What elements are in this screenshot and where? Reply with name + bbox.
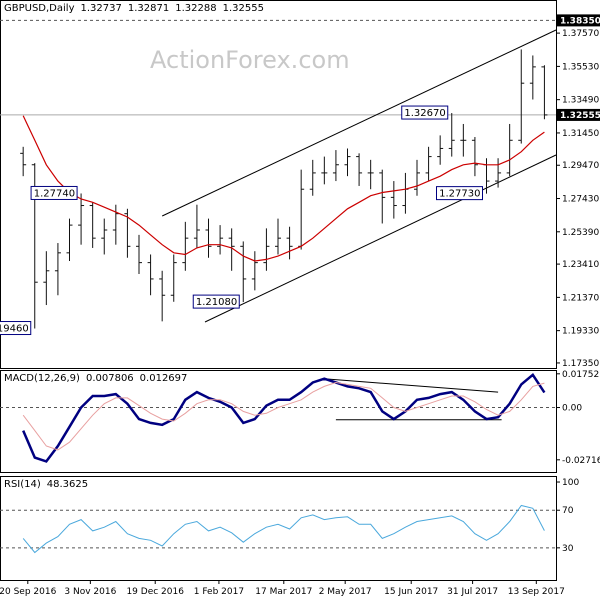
y-tick-label: 1.29470 [562,161,599,171]
trend-line [325,378,499,393]
annotation-label: 1.27740 [34,188,75,199]
x-tick-label: 19 Dec 2016 [126,587,184,597]
annotation-label: 1.21080 [196,297,237,308]
annotation-box [436,186,483,201]
price-marker-label: 1.38350 [560,16,600,26]
annotation-box [192,294,240,309]
header-value: 48.3625 [47,479,88,490]
panel-header: MACD(12,26,9) 0.007806 0.012697 [4,373,187,384]
y-tick-label: 1.17350 [562,359,599,369]
watermark: ActionForex.com [150,46,350,74]
x-tick-label: 31 Jul 2017 [447,587,498,597]
price-marker [557,14,600,27]
y-tick-label: 0.017521 [562,370,600,380]
header-value: 0.007806 [86,373,134,384]
x-tick-label: 17 Mar 2017 [255,587,312,597]
x-tick-label: 15 Jun 2017 [384,587,438,597]
annotation-label: 1.32670 [404,108,445,119]
annotation-label: 1.19460 [0,324,29,335]
rsi-line [22,504,545,554]
panel-title: GBPUSD,Daily [4,3,75,14]
macd-line [22,381,545,451]
x-tick-label: 13 Sep 2017 [508,587,565,597]
price-marker-label: 1.32555 [560,111,600,121]
y-tick-label: 1.25390 [562,228,599,238]
x-tick-label: 3 Nov 2016 [64,587,116,597]
y-tick-label: 100 [562,478,579,488]
trend-line [161,29,557,217]
y-tick-label: 1.35530 [562,62,599,72]
x-tick-label: 2 May 2017 [319,587,372,597]
header-value: 1.32871 [128,3,169,14]
annotation-label: 1.27730 [439,189,480,200]
y-tick-label: 1.37570 [562,29,599,39]
annotation-box [30,185,78,200]
header-value: 1.32555 [223,3,264,14]
annotation-box [0,321,32,336]
y-tick-label: 1.19330 [562,327,599,337]
y-tick-label: 1.31450 [562,129,599,139]
y-tick-label: 70 [562,506,574,516]
panel-frame [0,370,557,473]
trend-line [204,154,557,323]
panel-title: MACD(12,26,9) [4,373,80,384]
moving-average [22,115,545,262]
y-tick-label: 0.00 [562,404,582,414]
price-marker [557,108,600,121]
panel-header: RSI(14) 48.3625 [4,479,88,490]
panel-title: RSI(14) [4,479,41,490]
annotation-box [401,105,449,120]
header-value: 1.32737 [81,3,122,14]
panel-header: GBPUSD,Daily 1.32737 1.32871 1.32288 1.32555 [4,3,264,14]
y-tick-label: 30 [562,544,574,554]
y-tick-label: -0.027169 [562,456,600,466]
panel-frame [0,476,557,581]
x-tick-label: 20 Sep 2016 [0,587,57,597]
y-tick-label: 1.21370 [562,293,599,303]
y-tick-label: 1.27430 [562,195,599,205]
header-value: 0.012697 [140,373,188,384]
header-value: 1.32288 [175,3,216,14]
panel-frame [0,0,557,369]
x-tick-label: 1 Feb 2017 [194,587,244,597]
y-tick-label: 1.33490 [562,96,599,106]
y-tick-label: 1.23410 [562,260,599,270]
